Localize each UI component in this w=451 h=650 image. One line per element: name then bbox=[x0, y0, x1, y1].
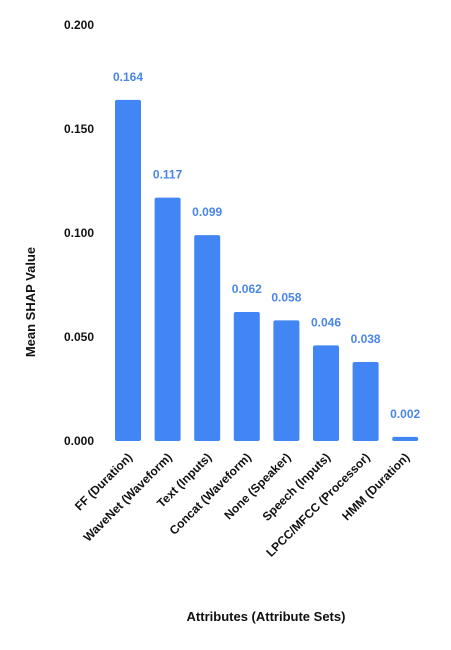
data-labels: 0.164 0.117 0.099 0.062 0.058 0.046 0.038 0.002 bbox=[113, 70, 421, 421]
bar bbox=[352, 361, 379, 441]
y-tick-label: 0.100 bbox=[64, 226, 94, 240]
data-label: 0.062 bbox=[232, 282, 262, 296]
x-tick-label: HMM (Duration) bbox=[339, 450, 412, 523]
bar bbox=[392, 436, 419, 441]
data-label: 0.099 bbox=[192, 205, 222, 219]
y-tick-label: 0.150 bbox=[64, 122, 94, 136]
bar bbox=[154, 197, 181, 441]
y-axis-ticks: 0.000 0.050 0.100 0.150 0.200 bbox=[64, 18, 94, 448]
data-label: 0.117 bbox=[153, 168, 183, 182]
y-tick-label: 0.200 bbox=[64, 18, 94, 32]
y-tick-label: 0.000 bbox=[64, 434, 94, 448]
data-label: 0.002 bbox=[390, 407, 420, 421]
y-tick-label: 0.050 bbox=[64, 330, 94, 344]
bar bbox=[313, 345, 339, 441]
x-axis-ticks: FF (Duration)WaveNet (Waveform)Text (Inp… bbox=[72, 450, 412, 559]
x-axis-title: Attributes (Attribute Sets) bbox=[187, 609, 346, 624]
bar bbox=[194, 235, 221, 441]
y-axis-title: Mean SHAP Value bbox=[23, 247, 38, 357]
data-label: 0.046 bbox=[311, 315, 341, 329]
bars bbox=[115, 99, 419, 441]
bar bbox=[115, 99, 141, 441]
data-label: 0.058 bbox=[271, 290, 301, 304]
data-label: 0.038 bbox=[351, 332, 381, 346]
bar bbox=[233, 312, 260, 441]
data-label: 0.164 bbox=[113, 70, 143, 84]
bar bbox=[273, 320, 300, 441]
x-tick-label: Speech (Inputs) bbox=[260, 450, 334, 524]
